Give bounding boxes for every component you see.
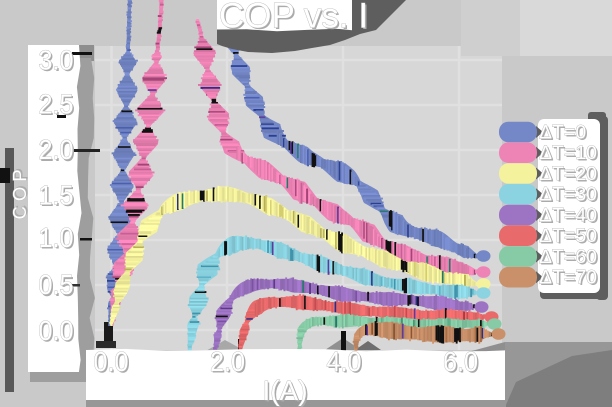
svg-text:1.5: 1.5 [38,179,73,211]
svg-text:3.0: 3.0 [38,44,73,76]
svg-text:ΔT=70: ΔT=70 [539,267,597,289]
svg-text:6.0: 6.0 [443,346,478,378]
svg-text:2.0: 2.0 [210,346,245,378]
svg-text:COP: COP [9,164,30,219]
svg-text:1.5: 1.5 [40,181,75,213]
svg-text:ΔT=50: ΔT=50 [539,225,597,247]
svg-text:ΔT=30: ΔT=30 [541,185,599,207]
svg-text:6.0: 6.0 [444,347,479,379]
svg-text:2.0: 2.0 [211,347,246,379]
svg-text:4.0: 4.0 [328,347,363,379]
svg-text:COP vs. I: COP vs. I [221,0,370,37]
svg-text:COP vs. I: COP vs. I [219,0,368,36]
svg-text:ΔT=10: ΔT=10 [541,144,599,166]
svg-text:2.0: 2.0 [38,134,73,166]
svg-text:0.5: 0.5 [38,269,73,301]
svg-text:4.0: 4.0 [326,346,361,378]
svg-text:ΔT=60: ΔT=60 [539,246,597,268]
svg-text:COP: COP [11,163,32,218]
svg-text:ΔT=70: ΔT=70 [541,268,599,290]
svg-text:2.5: 2.5 [40,90,75,122]
svg-text:ΔT=40: ΔT=40 [539,204,597,226]
svg-text:0.5: 0.5 [40,271,75,303]
svg-text:1.0: 1.0 [38,222,73,254]
svg-text:ΔT=0: ΔT=0 [539,121,586,143]
svg-text:ΔT=40: ΔT=40 [541,206,599,228]
svg-text:ΔT=0: ΔT=0 [541,123,588,145]
svg-text:I(A): I(A) [264,377,309,407]
svg-text:ΔT=50: ΔT=50 [541,227,599,249]
svg-text:ΔT=10: ΔT=10 [539,142,597,164]
svg-text:ΔT=20: ΔT=20 [541,164,599,186]
svg-text:3.0: 3.0 [40,46,75,78]
svg-text:0.0: 0.0 [38,315,73,347]
svg-text:I(A): I(A) [262,375,307,406]
svg-text:2.0: 2.0 [40,136,75,168]
svg-text:1.0: 1.0 [40,223,75,255]
svg-text:0.0: 0.0 [40,316,75,348]
svg-text:ΔT=20: ΔT=20 [539,163,597,185]
svg-text:ΔT=60: ΔT=60 [541,247,599,269]
svg-text:ΔT=30: ΔT=30 [539,184,597,206]
svg-text:2.5: 2.5 [38,88,73,120]
svg-text:0.0: 0.0 [95,347,130,379]
svg-text:0.0: 0.0 [93,346,128,378]
